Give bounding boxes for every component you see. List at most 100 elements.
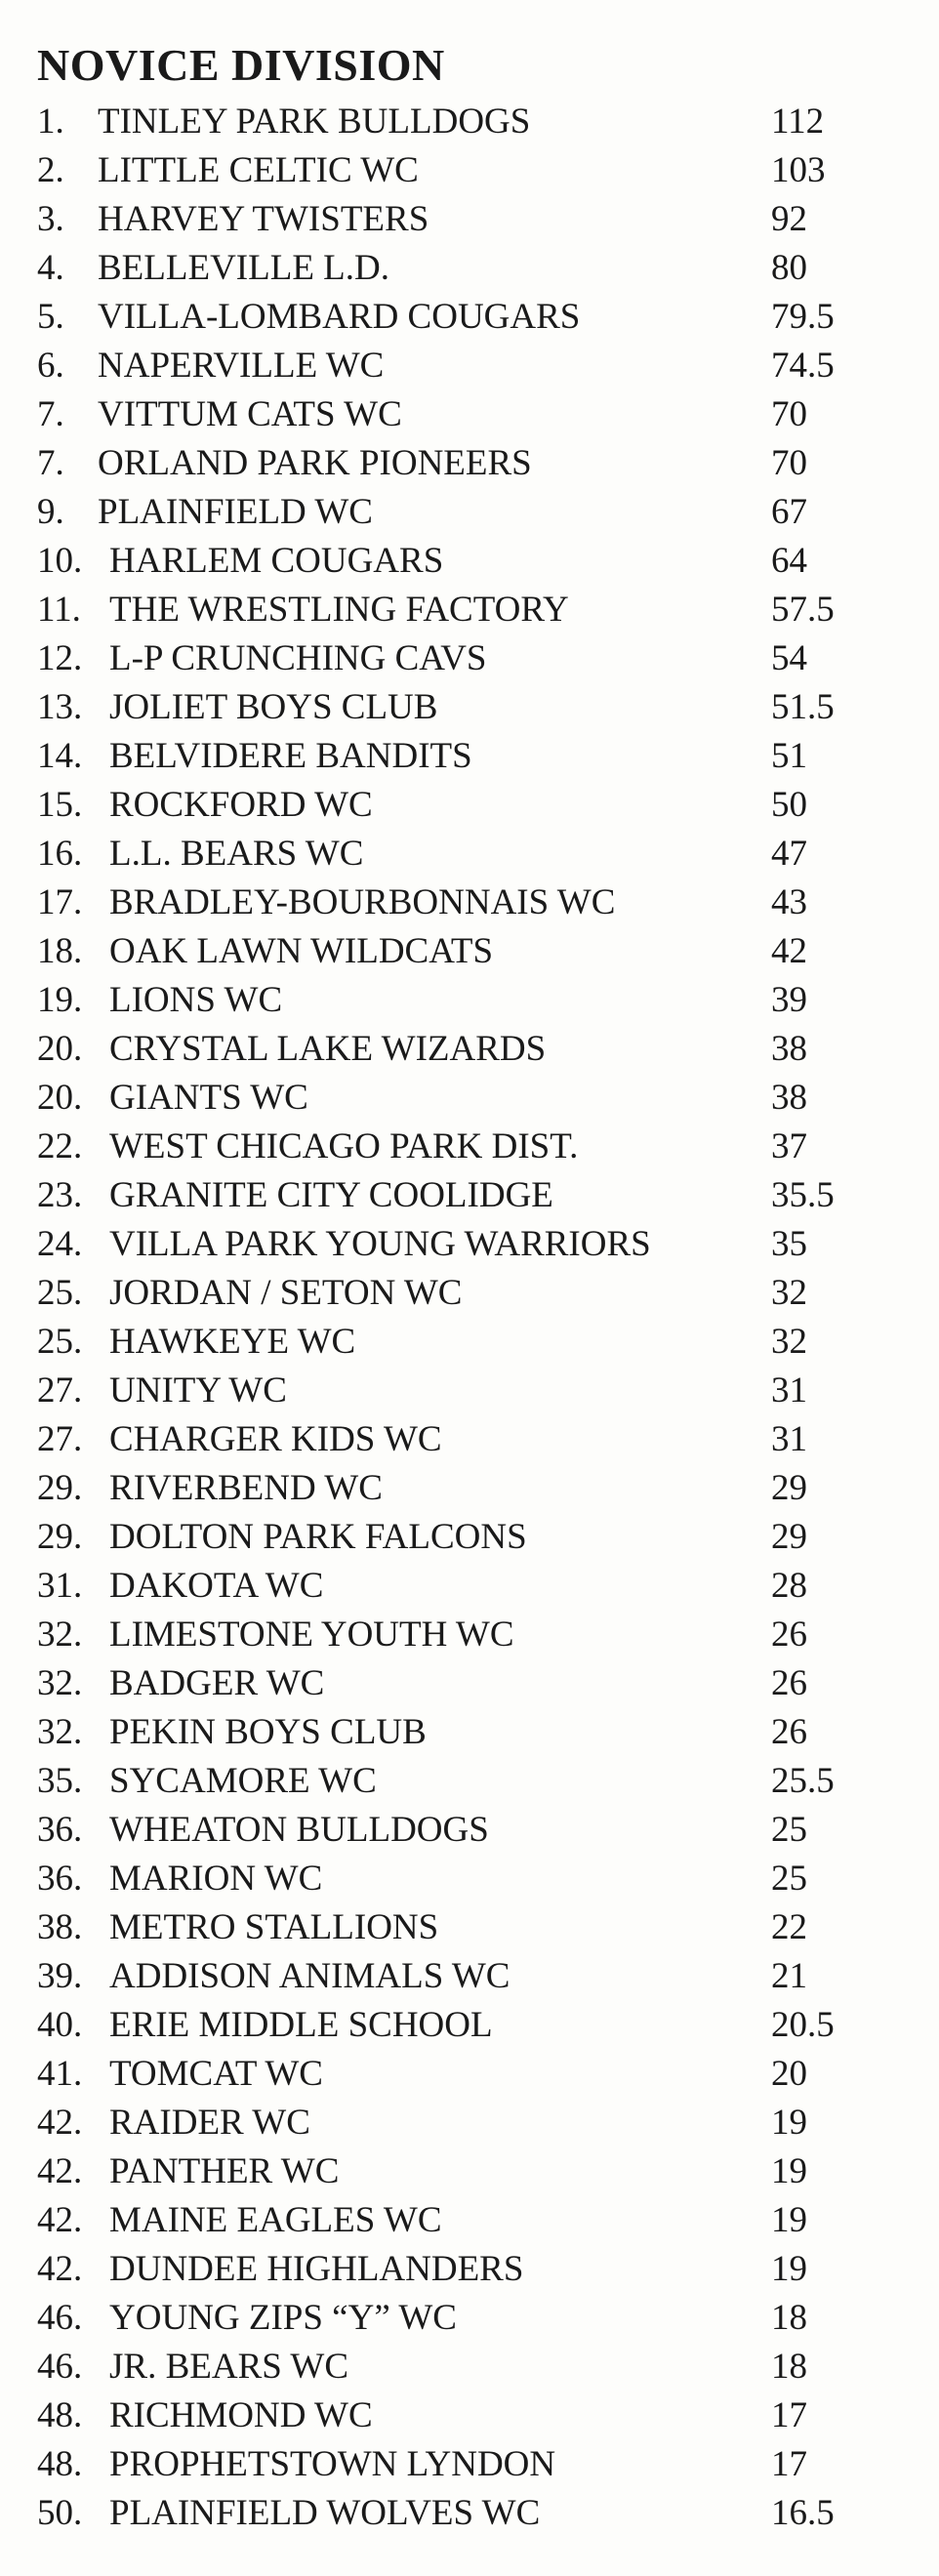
- standings-row: 29. DOLTON PARK FALCONS 29: [0, 1513, 939, 1562]
- team-points: 38: [771, 1078, 807, 1118]
- team-name: RICHMOND WC: [109, 2395, 373, 2435]
- rank-number: 36.: [37, 1859, 83, 1899]
- rank-number: 23.: [37, 1175, 83, 1215]
- rank-number: 14.: [37, 736, 83, 776]
- team-points: 47: [771, 834, 807, 874]
- standings-row: 18. OAK LAWN WILDCATS 42: [0, 927, 939, 976]
- team-points: 16.5: [771, 2493, 835, 2533]
- standings-row: 35. SYCAMORE WC 25.5: [0, 1757, 939, 1806]
- team-points: 19: [771, 2151, 807, 2191]
- rank-number: 40.: [37, 2005, 83, 2045]
- rank-number: 48.: [37, 2395, 83, 2435]
- rank-number: 31.: [37, 1566, 83, 1606]
- rank-number: 38.: [37, 1907, 83, 1947]
- standings-row: 32. BADGER WC 26: [0, 1659, 939, 1708]
- rank-number: 42.: [37, 2103, 83, 2143]
- team-points: 19: [771, 2103, 807, 2143]
- team-name: MARION WC: [109, 1859, 323, 1899]
- standings-row: 48. RICHMOND WC 17: [0, 2392, 939, 2440]
- standings-row: 17. BRADLEY-BOURBONNAIS WC 43: [0, 879, 939, 927]
- standings-row: 23. GRANITE CITY COOLIDGE 35.5: [0, 1171, 939, 1220]
- team-name: L.L. BEARS WC: [109, 834, 364, 874]
- team-name: VITTUM CATS WC: [98, 394, 402, 434]
- team-points: 29: [771, 1517, 807, 1557]
- team-name: YOUNG ZIPS “Y” WC: [109, 2298, 457, 2338]
- team-points: 17: [771, 2395, 807, 2435]
- rank-number: 29.: [37, 1517, 83, 1557]
- rank-number: 7.: [37, 394, 64, 434]
- team-name: VILLA PARK YOUNG WARRIORS: [109, 1224, 651, 1264]
- standings-row: 46. YOUNG ZIPS “Y” WC 18: [0, 2294, 939, 2343]
- rank-number: 7.: [37, 443, 64, 483]
- rank-number: 46.: [37, 2347, 83, 2387]
- standings-row: 20. CRYSTAL LAKE WIZARDS 38: [0, 1025, 939, 1074]
- team-name: SYCAMORE WC: [109, 1761, 377, 1801]
- team-name: ADDISON ANIMALS WC: [109, 1956, 510, 1996]
- team-name: LITTLE CELTIC WC: [98, 150, 419, 190]
- team-points: 51: [771, 736, 807, 776]
- team-points: 32: [771, 1322, 807, 1362]
- standings-row: 40. ERIE MIDDLE SCHOOL 20.5: [0, 2001, 939, 2050]
- team-name: CHARGER KIDS WC: [109, 1419, 442, 1459]
- team-name: HAWKEYE WC: [109, 1322, 356, 1362]
- standings-row: 27. CHARGER KIDS WC 31: [0, 1415, 939, 1464]
- team-points: 64: [771, 541, 807, 581]
- standings-row: 1. TINLEY PARK BULLDOGS 112: [0, 98, 939, 146]
- team-name: PLAINFIELD WOLVES WC: [109, 2493, 541, 2533]
- team-name: BELLEVILLE L.D.: [98, 248, 389, 288]
- team-points: 37: [771, 1126, 807, 1166]
- team-name: ERIE MIDDLE SCHOOL: [109, 2005, 493, 2045]
- standings-row: 15. ROCKFORD WC 50: [0, 781, 939, 830]
- rank-number: 42.: [37, 2151, 83, 2191]
- rank-number: 25.: [37, 1322, 83, 1362]
- rank-number: 12.: [37, 638, 83, 678]
- standings-row: 39. ADDISON ANIMALS WC 21: [0, 1952, 939, 2001]
- team-points: 21: [771, 1956, 807, 1996]
- standings-row: 48. PROPHETSTOWN LYNDON 17: [0, 2440, 939, 2489]
- team-name: TOMCAT WC: [109, 2054, 323, 2094]
- team-name: JORDAN / SETON WC: [109, 1273, 463, 1313]
- rank-number: 17.: [37, 882, 83, 922]
- team-points: 92: [771, 199, 807, 239]
- rank-number: 27.: [37, 1370, 83, 1411]
- rank-number: 35.: [37, 1761, 83, 1801]
- standings-row: 7. ORLAND PARK PIONEERS 70: [0, 439, 939, 488]
- standings-row: 20. GIANTS WC 38: [0, 1074, 939, 1123]
- standings-row: 14. BELVIDERE BANDITS 51: [0, 732, 939, 781]
- team-points: 25: [771, 1859, 807, 1899]
- team-name: JR. BEARS WC: [109, 2347, 349, 2387]
- team-points: 25.5: [771, 1761, 835, 1801]
- rank-number: 22.: [37, 1126, 83, 1166]
- team-points: 18: [771, 2298, 807, 2338]
- rank-number: 29.: [37, 1468, 83, 1508]
- team-name: RAIDER WC: [109, 2103, 310, 2143]
- team-points: 79.5: [771, 297, 835, 337]
- rank-number: 20.: [37, 1029, 83, 1069]
- standings-list: 1. TINLEY PARK BULLDOGS 112 2. LITTLE CELTIC…: [0, 98, 939, 2538]
- standings-row: 42. RAIDER WC 19: [0, 2099, 939, 2147]
- team-name: HARVEY TWISTERS: [98, 199, 429, 239]
- team-points: 74.5: [771, 346, 835, 386]
- standings-row: 22. WEST CHICAGO PARK DIST. 37: [0, 1123, 939, 1171]
- rank-number: 18.: [37, 931, 83, 971]
- team-points: 112: [771, 102, 825, 142]
- rank-number: 5.: [37, 297, 64, 337]
- standings-row: 7. VITTUM CATS WC 70: [0, 390, 939, 439]
- rank-number: 46.: [37, 2298, 83, 2338]
- team-points: 26: [771, 1663, 807, 1703]
- rank-number: 4.: [37, 248, 64, 288]
- rank-number: 42.: [37, 2200, 83, 2240]
- team-name: L-P CRUNCHING CAVS: [109, 638, 487, 678]
- rank-number: 3.: [37, 199, 64, 239]
- rank-number: 11.: [37, 590, 81, 630]
- rank-number: 2.: [37, 150, 64, 190]
- standings-row: 12. L-P CRUNCHING CAVS 54: [0, 634, 939, 683]
- rank-number: 24.: [37, 1224, 83, 1264]
- team-name: WHEATON BULLDOGS: [109, 1810, 489, 1850]
- rank-number: 9.: [37, 492, 64, 532]
- standings-row: 5. VILLA-LOMBARD COUGARS 79.5: [0, 293, 939, 342]
- standings-row: 25. JORDAN / SETON WC 32: [0, 1269, 939, 1318]
- team-name: HARLEM COUGARS: [109, 541, 444, 581]
- team-points: 42: [771, 931, 807, 971]
- team-name: OAK LAWN WILDCATS: [109, 931, 494, 971]
